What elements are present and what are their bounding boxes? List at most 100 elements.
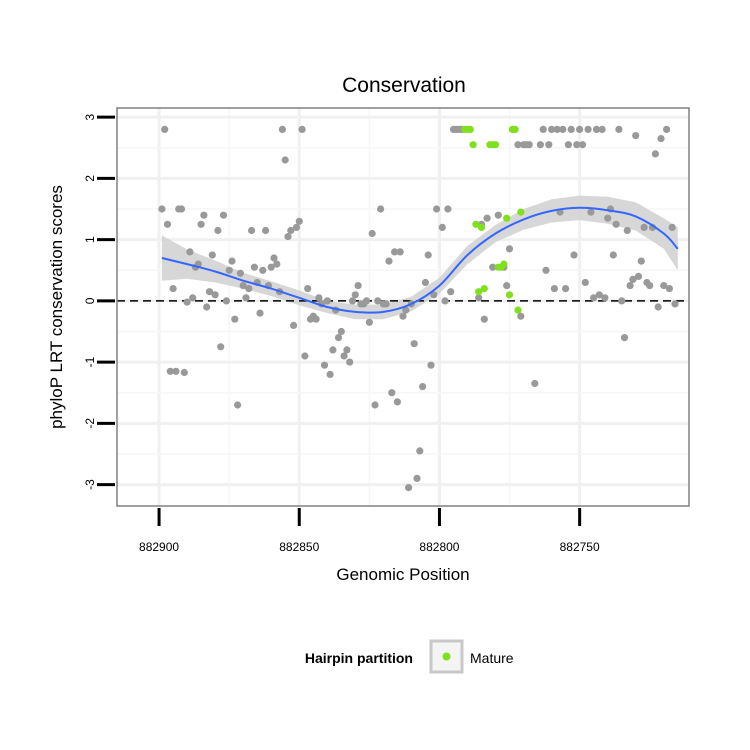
data-point-other xyxy=(362,297,371,305)
data-point-other xyxy=(433,205,441,213)
data-point-other xyxy=(592,125,601,133)
data-point-other xyxy=(169,285,177,293)
data-point-other xyxy=(197,220,205,228)
data-point-other xyxy=(388,389,396,397)
data-point-other xyxy=(598,125,606,133)
data-point-other xyxy=(427,361,435,369)
data-point-mature xyxy=(466,125,474,133)
data-point-other xyxy=(374,297,382,305)
data-point-other xyxy=(354,282,362,290)
data-point-other xyxy=(234,401,242,409)
data-point-other xyxy=(573,141,581,149)
data-point-other xyxy=(284,233,292,241)
data-point-other xyxy=(447,288,455,296)
data-point-other xyxy=(548,125,556,133)
x-tick-label: 882850 xyxy=(279,540,319,554)
data-point-other xyxy=(211,291,219,299)
data-point-other xyxy=(340,352,348,360)
legend-title: Hairpin partition xyxy=(305,650,413,666)
y-tick-label: -1 xyxy=(83,356,97,367)
data-point-other xyxy=(483,214,491,222)
data-point-other xyxy=(550,285,559,293)
chart-title: Conservation xyxy=(342,74,466,97)
y-tick-label: 0 xyxy=(83,297,97,304)
data-point-other xyxy=(183,298,191,306)
data-point-other xyxy=(663,125,671,133)
data-point-other xyxy=(660,282,668,290)
data-point-other xyxy=(323,297,331,305)
data-point-mature xyxy=(500,260,508,268)
data-point-mature xyxy=(511,125,519,133)
data-point-other xyxy=(298,125,306,133)
data-point-other xyxy=(334,334,343,342)
data-point-other xyxy=(236,269,244,277)
data-point-other xyxy=(584,125,592,133)
data-point-other xyxy=(634,272,643,280)
data-point-other xyxy=(587,208,595,216)
smooth-fit-line xyxy=(161,206,679,314)
data-point-other xyxy=(231,315,239,323)
data-point-other xyxy=(570,251,578,259)
data-point-other xyxy=(444,205,452,213)
data-point-other xyxy=(377,205,385,213)
data-point-other xyxy=(301,352,309,360)
data-point-other xyxy=(595,291,603,299)
data-point-other xyxy=(368,229,376,238)
axes-layer: 882900 882850 882800 882750 -3 -2 -1 0 1 2 3 xyxy=(83,114,600,554)
data-point-other xyxy=(671,300,679,308)
data-point-mature xyxy=(517,208,525,216)
data-point-other xyxy=(225,266,233,274)
data-point-other xyxy=(542,266,550,274)
y-tick-label: 3 xyxy=(83,114,97,121)
data-point-other xyxy=(475,294,483,302)
data-point-other xyxy=(337,327,345,336)
data-point-other xyxy=(214,226,222,235)
data-point-other xyxy=(654,303,662,311)
data-point-other xyxy=(416,447,424,455)
data-point-other xyxy=(601,294,609,302)
y-tick-label: 2 xyxy=(83,175,97,182)
data-point-other xyxy=(646,282,654,290)
data-point-other xyxy=(391,248,399,256)
data-point-other xyxy=(629,275,637,283)
data-point-other xyxy=(290,321,298,329)
data-point-other xyxy=(618,297,626,305)
data-point-other xyxy=(562,285,570,293)
data-point-other xyxy=(505,245,514,253)
data-point-other xyxy=(180,368,188,377)
data-point-mature xyxy=(503,214,511,222)
data-point-other xyxy=(405,484,413,492)
data-point-other xyxy=(270,254,278,262)
data-point-other xyxy=(219,211,228,219)
data-point-other xyxy=(402,306,410,314)
data-point-other xyxy=(620,334,629,342)
data-point-other xyxy=(399,312,407,320)
data-point-other xyxy=(536,141,545,149)
data-point-other xyxy=(604,214,612,222)
data-point-other xyxy=(166,367,174,375)
data-point-other xyxy=(494,211,502,219)
data-point-other xyxy=(346,358,354,366)
data-point-other xyxy=(632,132,640,140)
data-point-other xyxy=(256,309,264,317)
data-point-other xyxy=(245,285,253,293)
data-point-other xyxy=(623,226,631,235)
data-point-mature xyxy=(505,291,514,299)
data-point-other xyxy=(668,223,676,231)
data-point-other xyxy=(657,135,665,143)
data-point-other xyxy=(248,226,256,235)
data-point-other xyxy=(430,291,438,299)
data-point-other xyxy=(259,266,267,274)
data-point-mature xyxy=(514,306,522,314)
data-point-mature xyxy=(491,141,500,149)
data-point-other xyxy=(489,263,497,271)
data-point-other xyxy=(315,294,323,302)
y-axis-label: phyloP LRT conservation scores xyxy=(47,185,66,429)
data-point-other xyxy=(517,312,525,320)
data-point-other xyxy=(410,340,418,348)
legend: Hairpin partition Mature xyxy=(305,639,514,674)
data-point-mature xyxy=(469,141,477,149)
data-point-other xyxy=(393,398,401,406)
data-point-other xyxy=(281,156,289,164)
